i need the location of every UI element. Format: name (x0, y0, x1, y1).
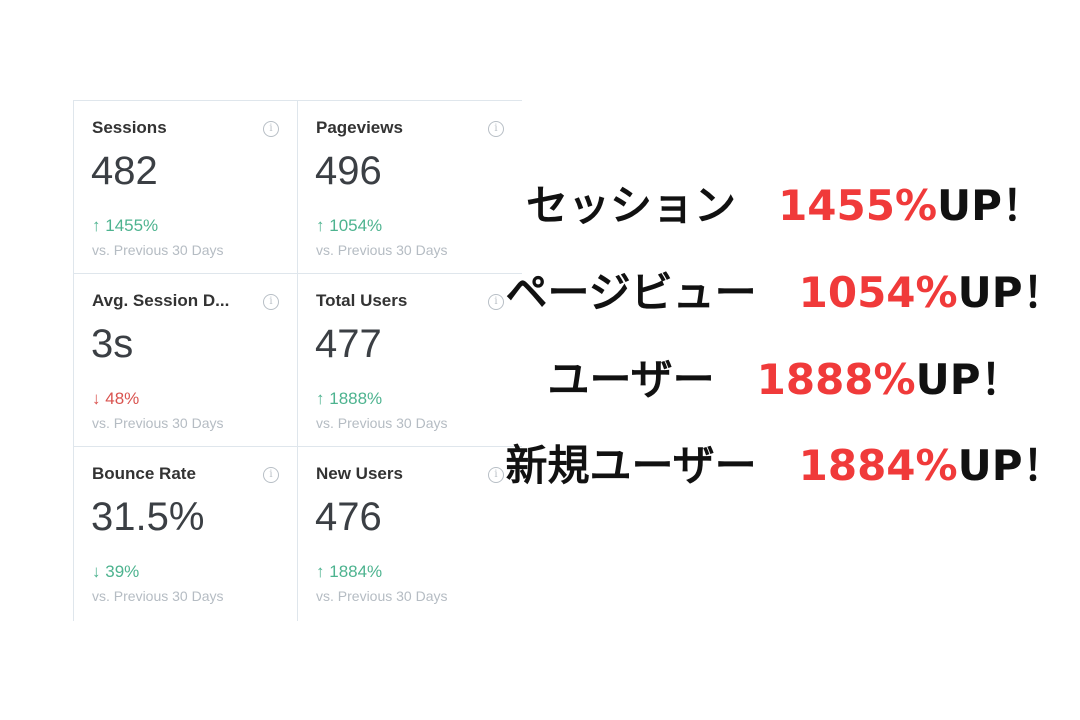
metric-value: 476 (315, 495, 382, 539)
headline-label: 新規ユーザー (505, 441, 799, 490)
headline-line: 新規ユーザー 1884%UP！ (490, 432, 1080, 493)
headline-line: セッション 1455%UP！ (490, 172, 1080, 233)
comparison-label: vs. Previous 30 Days (316, 588, 448, 604)
info-icon[interactable]: i (488, 467, 504, 483)
metric-title: New Users (316, 464, 403, 483)
arrow-up-icon: ↑ (316, 389, 325, 408)
info-icon[interactable]: i (263, 121, 279, 137)
metric-title: Pageviews (316, 118, 403, 137)
headline-suffix: UP！ (957, 441, 1065, 490)
metric-title: Bounce Rate (92, 464, 196, 483)
headline-overlay: セッション 1455%UP！ ページビュー 1054%UP！ ユーザー 1888%U… (490, 0, 1080, 720)
metric-change: ↓ 39% (92, 562, 139, 582)
arrow-up-icon: ↑ (316, 216, 325, 235)
headline-percent: 1054% (798, 268, 958, 317)
headline-suffix: UP！ (957, 268, 1065, 317)
info-icon[interactable]: i (488, 121, 504, 137)
arrow-down-icon: ↓ (92, 389, 101, 408)
info-icon[interactable]: i (263, 294, 279, 310)
metric-card: Sessions i 482 ↑ 1455% vs. Previous 30 D… (74, 101, 298, 274)
headline-percent: 1455% (778, 181, 938, 230)
metric-value: 482 (91, 149, 158, 193)
change-percent: 1455% (105, 216, 159, 235)
headline-percent: 1888% (756, 355, 916, 404)
headline-suffix: UP！ (915, 355, 1023, 404)
comparison-label: vs. Previous 30 Days (92, 242, 224, 258)
change-percent: 1884% (329, 562, 383, 581)
info-icon[interactable]: i (488, 294, 504, 310)
metric-card: Total Users i 477 ↑ 1888% vs. Previous 3… (298, 274, 522, 447)
headline-percent: 1884% (798, 441, 958, 490)
comparison-label: vs. Previous 30 Days (92, 415, 224, 431)
change-percent: 1054% (329, 216, 383, 235)
metric-change: ↑ 1884% (316, 562, 382, 582)
headline-line: ユーザー 1888%UP！ (490, 346, 1080, 407)
headline-suffix: UP！ (937, 181, 1044, 230)
metric-value: 31.5% (91, 495, 205, 539)
metric-change: ↓ 48% (92, 389, 139, 409)
info-icon[interactable]: i (263, 467, 279, 483)
comparison-label: vs. Previous 30 Days (92, 588, 224, 604)
metric-change: ↑ 1054% (316, 216, 382, 236)
headline-line: ページビュー 1054%UP！ (490, 259, 1080, 320)
change-percent: 39% (105, 562, 140, 581)
metric-value: 477 (315, 322, 382, 366)
arrow-down-icon: ↓ (92, 562, 101, 581)
metric-title: Total Users (316, 291, 408, 310)
headline-label: セッション (526, 181, 779, 230)
comparison-label: vs. Previous 30 Days (316, 415, 448, 431)
metric-value: 496 (315, 149, 382, 193)
metric-card: Pageviews i 496 ↑ 1054% vs. Previous 30 … (298, 101, 522, 274)
metric-title: Sessions (92, 118, 167, 137)
headline-label: ユーザー (547, 355, 757, 404)
metric-title: Avg. Session D... (92, 291, 230, 310)
change-percent: 48% (105, 389, 140, 408)
metric-change: ↑ 1455% (92, 216, 158, 236)
metric-card: New Users i 476 ↑ 1884% vs. Previous 30 … (298, 447, 522, 621)
metric-change: ↑ 1888% (316, 389, 382, 409)
metrics-grid: Sessions i 482 ↑ 1455% vs. Previous 30 D… (73, 100, 522, 621)
metric-value: 3s (91, 322, 134, 366)
headline-label: ページビュー (505, 268, 799, 317)
arrow-up-icon: ↑ (316, 562, 325, 581)
metric-card: Bounce Rate i 31.5% ↓ 39% vs. Previous 3… (74, 447, 298, 621)
comparison-label: vs. Previous 30 Days (316, 242, 448, 258)
change-percent: 1888% (329, 389, 383, 408)
metric-card: Avg. Session D... i 3s ↓ 48% vs. Previou… (74, 274, 298, 447)
arrow-up-icon: ↑ (92, 216, 101, 235)
